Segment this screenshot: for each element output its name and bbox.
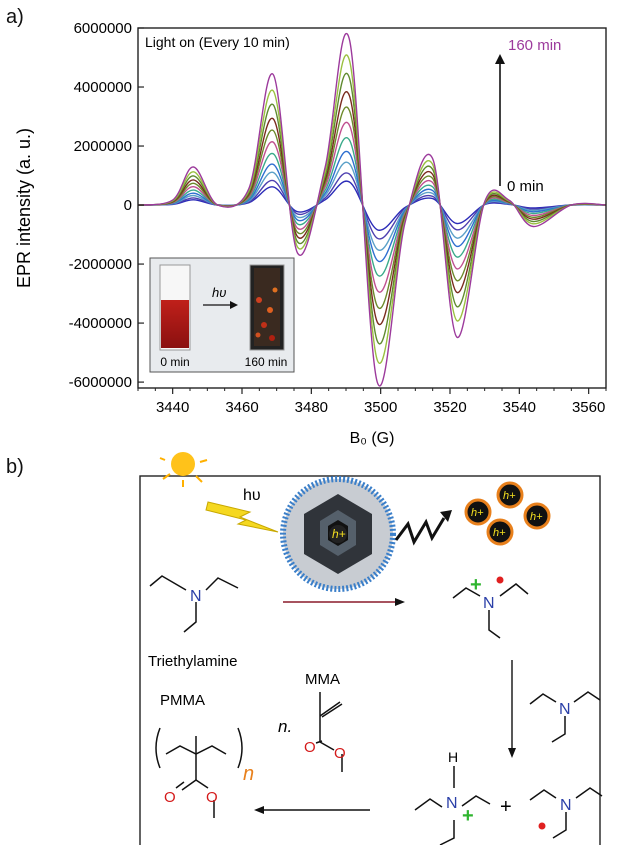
inset-caption-0min: 0 min (160, 355, 189, 369)
scheme-frame (139, 475, 601, 845)
x-tick-label: 3540 (503, 399, 536, 416)
x-tick-label: 3480 (295, 399, 328, 416)
sun-icon (159, 452, 208, 487)
energy-transfer-arrow (394, 517, 446, 546)
arrow-label-160: 160 min (508, 37, 561, 54)
hole-3: h+ (530, 511, 543, 523)
epr-chart: 6000000 4000000 2000000 0 -2000000 -4000000 -6… (14, 20, 607, 447)
light-label: hυ (243, 487, 261, 504)
framework-icon (280, 476, 396, 592)
x-axis: 3440 3460 3480 3500 3520 3540 3560 (137, 388, 607, 416)
radical-dot-1 (496, 576, 504, 584)
ammonium-n: N (446, 795, 458, 812)
y-axis: 6000000 4000000 2000000 0 -2000000 -4000000 -6… (69, 20, 144, 391)
x-tick-label: 3460 (225, 399, 258, 416)
pmma-carbonyl-o: O (164, 789, 176, 806)
y-tick-label: 0 (124, 197, 132, 214)
y-tick-label: -6000000 (69, 374, 132, 391)
hole-in-framework: h+ (332, 527, 346, 541)
hole-1: h+ (471, 507, 484, 519)
pmma-ester-o: O (206, 789, 218, 806)
pmma-structure (155, 727, 243, 818)
arrow-label-0: 0 min (507, 178, 544, 195)
triethylamine-reagent (529, 691, 601, 743)
series-line-5 (137, 137, 607, 277)
inset-caption-160min: 160 min (245, 355, 288, 369)
triethylamine-n: N (190, 588, 202, 605)
radical-cation-n: N (483, 595, 495, 612)
x-tick-label: 3500 (364, 399, 397, 416)
annotation-light-on: Light on (Every 10 min) (145, 34, 290, 50)
x-tick-label: 3440 (156, 399, 189, 416)
aminyl-radical-structure (529, 787, 603, 839)
panel-b-label: b) (6, 456, 24, 478)
series-layer (137, 32, 607, 387)
y-tick-label: 2000000 (74, 138, 132, 155)
lightning-icon (205, 501, 279, 533)
inset-arrow-label: hυ (212, 285, 226, 300)
y-tick-label: 4000000 (74, 79, 132, 96)
y-tick-label: -2000000 (69, 256, 132, 273)
triethylamine-label: Triethylamine (148, 653, 237, 670)
x-axis-label: B₀ (G) (350, 430, 395, 447)
ammonium-plus: + (462, 805, 474, 827)
pmma-label: PMMA (160, 692, 205, 709)
x-tick-label: 3520 (433, 399, 466, 416)
radical-cation-structure (452, 583, 529, 639)
x-tick-label: 3560 (572, 399, 605, 416)
mma-label: MMA (305, 671, 340, 688)
triethylamine-structure (149, 575, 239, 633)
n-label: n. (278, 717, 292, 736)
hole-2: h+ (503, 490, 516, 502)
y-tick-label: -4000000 (69, 315, 132, 332)
plot-frame (137, 27, 607, 389)
ammonium-h: H (448, 749, 458, 765)
products-plus: + (500, 796, 512, 818)
mma-structure (319, 692, 343, 772)
radical-cation-plus: + (470, 574, 482, 596)
ammonium-structure (414, 766, 491, 845)
mma-ester-o: O (334, 745, 346, 762)
holes-icon (464, 481, 551, 546)
panel-a-label: a) (6, 6, 24, 28)
aminyl-n: N (560, 797, 572, 814)
triethylamine-reagent-n: N (559, 701, 571, 718)
y-axis-label: EPR intensity (a. u.) (14, 128, 34, 288)
inset-photo (149, 257, 295, 373)
reaction-scheme: hυ h+ h+ h+ h+ h+ N Triethylamine N + (139, 452, 603, 845)
series-line-3 (137, 161, 607, 251)
mma-carbonyl-o: O (304, 739, 316, 756)
radical-dot-2 (538, 822, 546, 830)
growth-arrow-head (495, 54, 505, 64)
y-tick-label: 6000000 (74, 20, 132, 37)
series-line-11 (137, 32, 607, 387)
hole-4: h+ (493, 527, 506, 539)
series-line-4 (137, 150, 607, 263)
pmma-subscript-n: n (243, 763, 254, 785)
